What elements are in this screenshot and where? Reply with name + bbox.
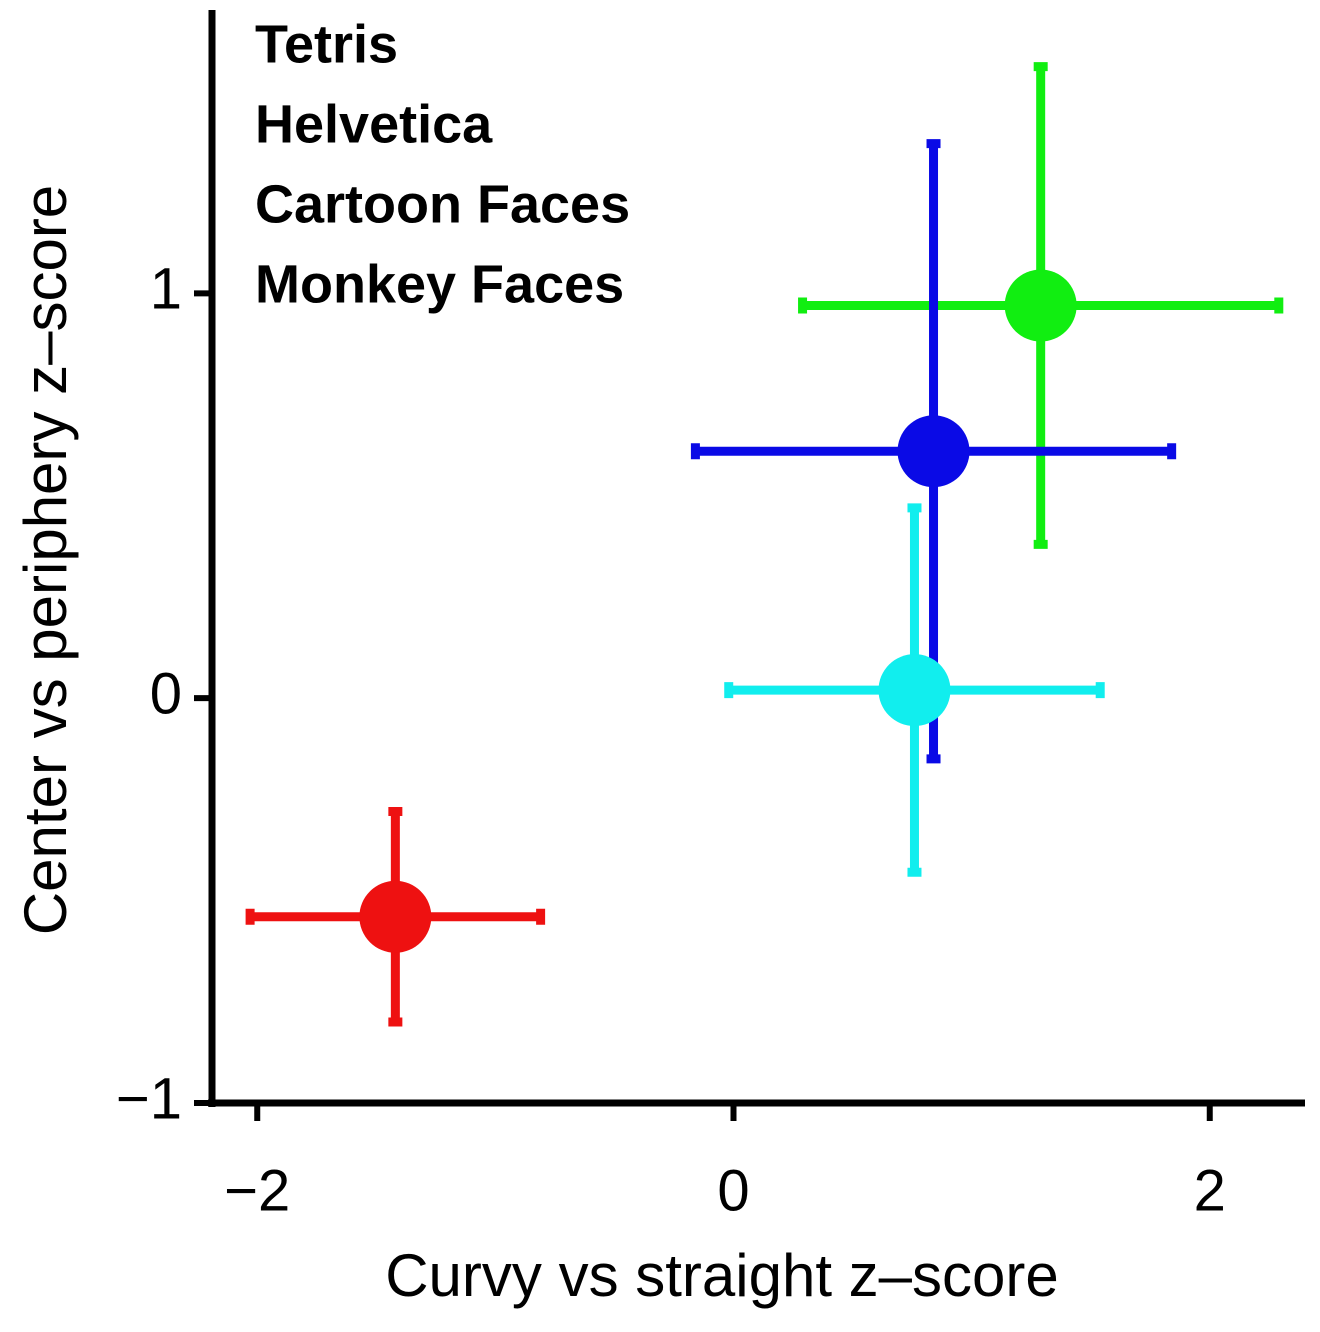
- x-tick-label: −2: [224, 1158, 290, 1223]
- y-tick-label: −1: [116, 1066, 182, 1131]
- legend-label: Helvetica: [255, 94, 493, 154]
- legend-label: Cartoon Faces: [255, 174, 630, 234]
- legend-label: Tetris: [255, 14, 398, 74]
- point: [359, 880, 432, 953]
- x-axis-label: Curvy vs straight z–score: [385, 1242, 1059, 1309]
- y-tick-label: 1: [150, 257, 182, 322]
- y-tick-label: 0: [150, 662, 182, 727]
- y-axis-label: Center vs periphery z–score: [12, 185, 79, 935]
- legend-label: Monkey Faces: [255, 254, 624, 314]
- point: [897, 415, 970, 488]
- point: [878, 654, 951, 727]
- point: [1004, 269, 1077, 342]
- x-tick-label: 0: [717, 1158, 749, 1223]
- x-tick-label: 2: [1194, 1158, 1226, 1223]
